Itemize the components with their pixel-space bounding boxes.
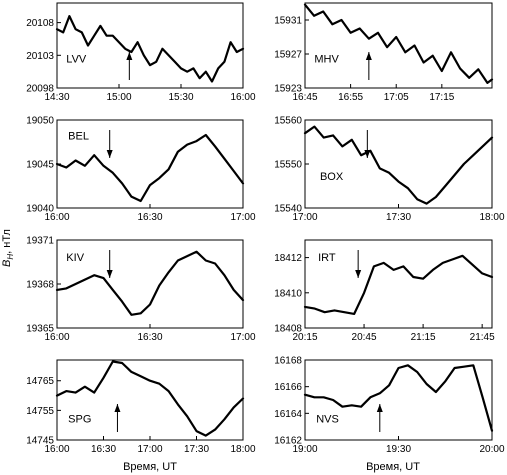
series-line-spg: [55, 360, 245, 437]
y-axis-title: BH, нТл: [1, 229, 15, 267]
x-tick-label: 19:30: [386, 444, 411, 455]
event-arrow-head: [106, 270, 113, 278]
series-line-nvs: [303, 364, 494, 432]
x-tick-label: 16:30: [91, 444, 116, 455]
panel-frame: [304, 2, 493, 89]
x-axis-title-right: Время, UT: [366, 461, 420, 473]
event-arrow-head: [365, 52, 372, 60]
y-tick-label: 19365: [26, 324, 54, 335]
x-tick-label: 17:30: [184, 444, 209, 455]
y-tick-label: 19045: [26, 160, 54, 171]
station-label: BOX: [320, 171, 344, 183]
y-tick-label: 14765: [26, 376, 54, 387]
y-axis-title-subscript: H: [6, 254, 15, 260]
x-tick-label: 20:15: [292, 332, 317, 343]
x-tick-label: 18:00: [479, 212, 504, 223]
y-axis-title-symbol: B: [1, 260, 13, 267]
x-tick-label: 20:45: [352, 332, 377, 343]
y-tick-label: 19371: [26, 236, 54, 247]
y-tick-label: 15560: [274, 116, 302, 127]
series-line-kiv: [55, 250, 245, 316]
y-tick-label: 15540: [274, 204, 302, 215]
x-tick-label: 21:15: [411, 332, 436, 343]
series-line-box: [303, 125, 494, 205]
x-tick-label: 17:30: [386, 212, 411, 223]
series-line-lvv: [55, 15, 245, 83]
y-tick-label: 15550: [274, 160, 302, 171]
x-tick-label: 16:00: [44, 332, 69, 343]
x-tick-label: 16:30: [137, 332, 162, 343]
series-line-mhv: [303, 3, 494, 85]
y-tick-label: 16164: [274, 409, 302, 420]
event-arrow-head: [106, 150, 113, 158]
x-tick-label: 20:00: [479, 444, 504, 455]
y-tick-label: 20108: [26, 18, 54, 29]
y-tick-label: 15931: [274, 16, 302, 27]
station-label: BEL: [68, 130, 89, 142]
x-tick-label: 17:00: [230, 332, 255, 343]
x-tick-label: 17:05: [384, 92, 409, 103]
x-tick-label: 17:00: [230, 212, 255, 223]
x-tick-label: 16:45: [292, 92, 317, 103]
y-tick-label: 15923: [274, 84, 302, 95]
panel-frame: [304, 239, 493, 329]
y-tick-label: 20098: [26, 84, 54, 95]
x-tick-label: 18:00: [230, 444, 255, 455]
x-axis-title-left: Время, UT: [123, 461, 177, 473]
y-tick-label: 18408: [274, 324, 302, 335]
x-tick-label: 15:00: [106, 92, 131, 103]
x-tick-label: 16:00: [230, 92, 255, 103]
x-tick-label: 16:00: [44, 212, 69, 223]
event-arrow-head: [355, 270, 362, 278]
station-label: LVV: [66, 54, 87, 66]
y-tick-label: 18412: [274, 253, 302, 264]
y-tick-label: 19040: [26, 204, 54, 215]
y-tick-label: 16168: [274, 356, 302, 367]
x-tick-label: 15:30: [168, 92, 193, 103]
station-label: NVS: [316, 413, 339, 425]
x-tick-label: 14:30: [44, 92, 69, 103]
x-tick-label: 16:55: [338, 92, 363, 103]
y-tick-label: 16166: [274, 382, 302, 393]
panel-frame: [56, 2, 244, 89]
event-arrow-head: [376, 404, 383, 412]
event-arrow-head: [364, 150, 371, 158]
x-tick-label: 21:45: [470, 332, 495, 343]
x-tick-label: 16:00: [44, 444, 69, 455]
y-tick-label: 14755: [26, 406, 54, 417]
y-tick-label: 19368: [26, 280, 54, 291]
x-tick-label: 17:00: [292, 212, 317, 223]
station-label: SPG: [68, 413, 91, 425]
x-tick-label: 19:00: [292, 444, 317, 455]
y-tick-label: 16162: [274, 436, 302, 447]
y-tick-label: 20103: [26, 51, 54, 62]
x-tick-label: 17:00: [137, 444, 162, 455]
event-arrow-head: [114, 404, 121, 412]
panel-frame: [56, 239, 244, 329]
y-tick-label: 19050: [26, 116, 54, 127]
y-axis-title-unit: , нТл: [1, 229, 13, 254]
station-label: KIV: [66, 252, 84, 264]
station-label: MHV: [314, 54, 339, 66]
event-arrow-head: [126, 52, 133, 60]
y-tick-label: 15927: [274, 50, 302, 61]
station-label: IRT: [318, 252, 336, 264]
x-tick-label: 16:30: [137, 212, 162, 223]
y-tick-label: 18410: [274, 288, 302, 299]
y-tick-label: 14745: [26, 436, 54, 447]
series-line-bel: [55, 133, 245, 203]
series-line-irt: [303, 254, 494, 315]
x-tick-label: 17:15: [429, 92, 454, 103]
